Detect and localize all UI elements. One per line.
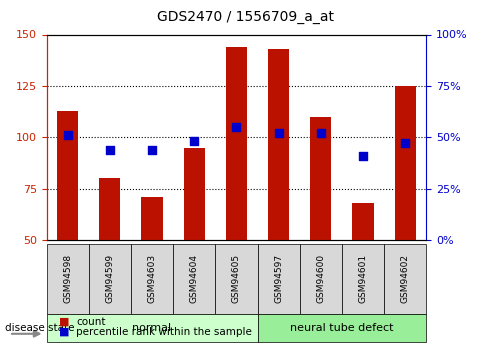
- Bar: [226, 47, 247, 240]
- Text: normal: normal: [132, 323, 172, 333]
- Text: count: count: [76, 317, 105, 326]
- Text: GSM94602: GSM94602: [401, 254, 410, 303]
- Text: disease state: disease state: [5, 324, 74, 333]
- Text: GSM94605: GSM94605: [232, 254, 241, 303]
- Bar: [99, 178, 121, 240]
- Text: GSM94601: GSM94601: [359, 254, 368, 303]
- Bar: [342, 244, 384, 314]
- Point: [148, 147, 156, 152]
- Bar: [352, 203, 373, 240]
- Text: GSM94597: GSM94597: [274, 254, 283, 303]
- Bar: [89, 244, 131, 314]
- Bar: [131, 244, 173, 314]
- Bar: [258, 244, 300, 314]
- Bar: [215, 244, 258, 314]
- Text: ■: ■: [59, 327, 69, 337]
- Text: GSM94604: GSM94604: [190, 254, 199, 303]
- Bar: [384, 244, 426, 314]
- Text: percentile rank within the sample: percentile rank within the sample: [76, 327, 252, 337]
- Text: GSM94600: GSM94600: [317, 254, 325, 303]
- Bar: [258, 314, 426, 342]
- Point: [359, 153, 367, 159]
- Point: [401, 141, 409, 146]
- Bar: [173, 244, 215, 314]
- Bar: [47, 244, 89, 314]
- Bar: [268, 49, 289, 240]
- Text: GDS2470 / 1556709_a_at: GDS2470 / 1556709_a_at: [156, 10, 334, 24]
- Point: [275, 130, 283, 136]
- Bar: [57, 111, 78, 240]
- Point: [232, 124, 240, 130]
- Bar: [142, 197, 163, 240]
- Bar: [184, 148, 205, 240]
- Text: ■: ■: [59, 317, 69, 326]
- Bar: [310, 117, 331, 240]
- Text: neural tube defect: neural tube defect: [290, 323, 393, 333]
- Bar: [394, 86, 416, 240]
- Bar: [300, 244, 342, 314]
- Point: [106, 147, 114, 152]
- Text: GSM94603: GSM94603: [147, 254, 156, 303]
- Bar: [47, 314, 258, 342]
- Text: GSM94598: GSM94598: [63, 254, 72, 303]
- Point: [190, 139, 198, 144]
- Point: [317, 130, 325, 136]
- Text: GSM94599: GSM94599: [105, 254, 114, 303]
- Point: [64, 132, 72, 138]
